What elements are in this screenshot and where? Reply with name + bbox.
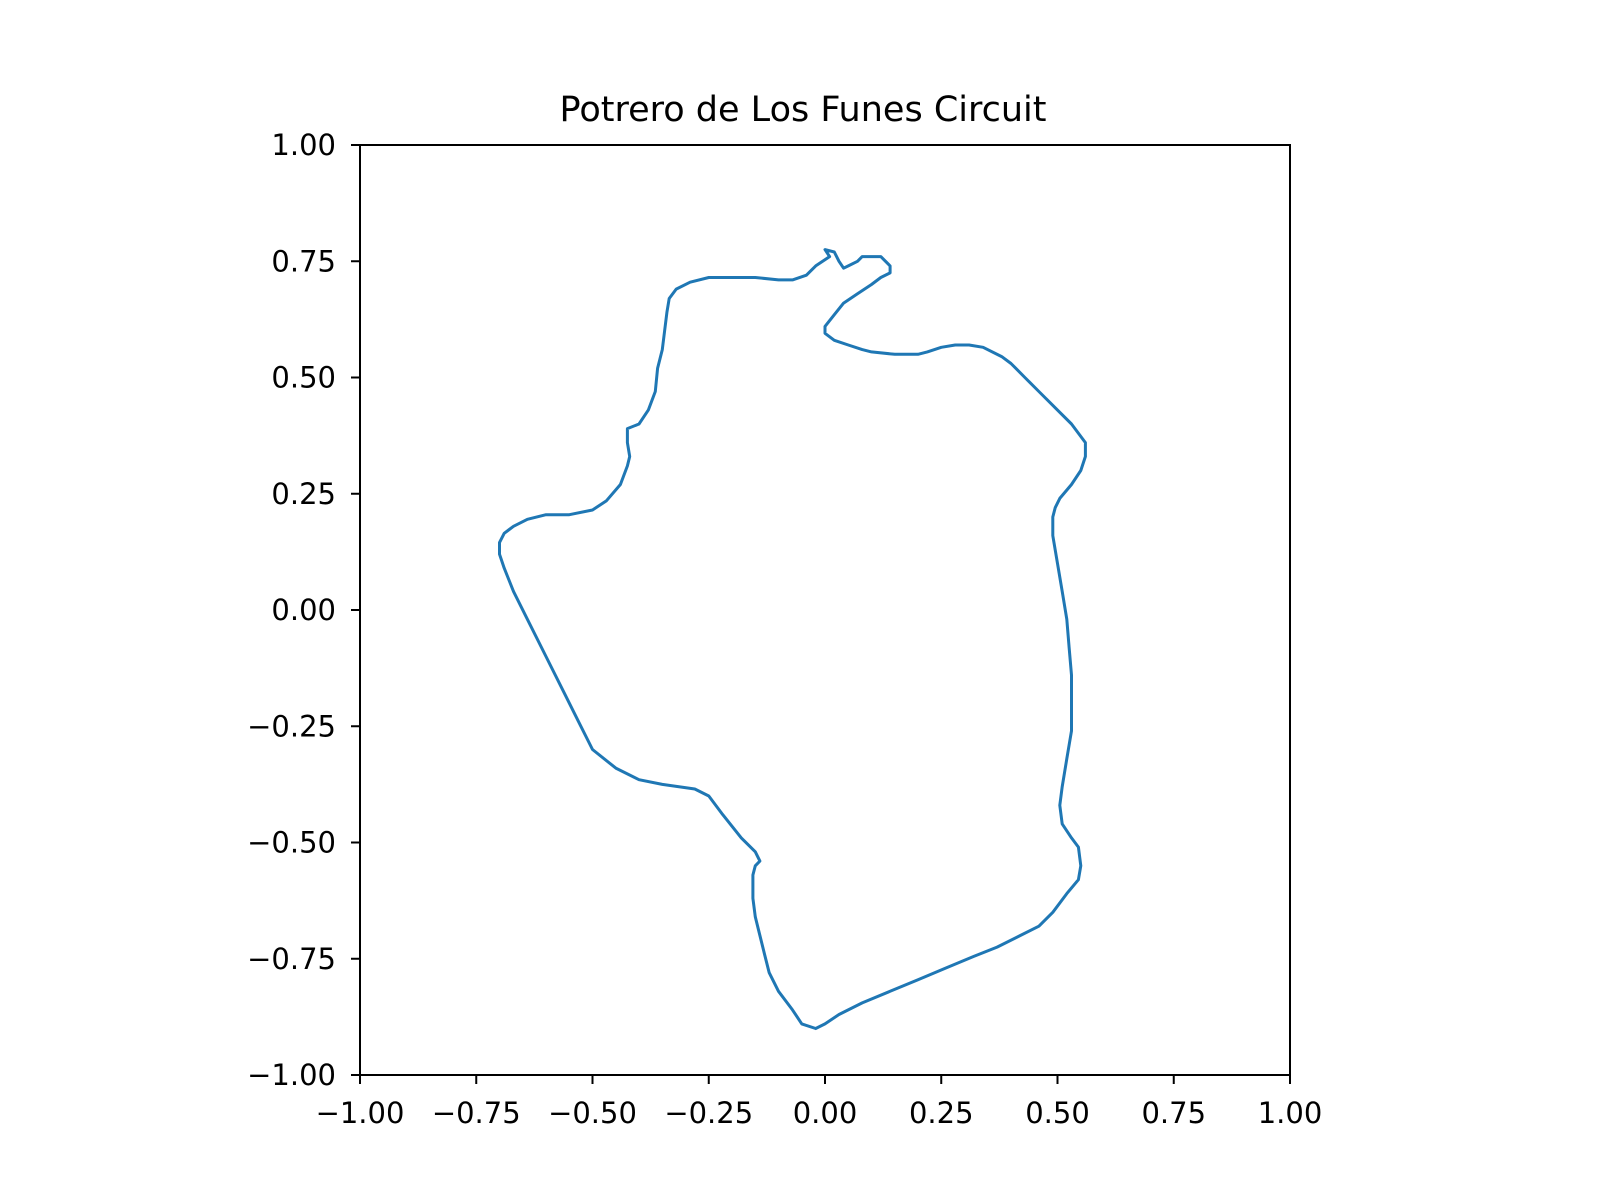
x-tick-label: −0.25 [664,1096,753,1130]
y-tick-label: −0.50 [247,826,336,860]
x-tick-label: 0.50 [1025,1096,1090,1130]
y-tick-label: −0.75 [247,942,336,976]
x-tick-label: 1.00 [1258,1096,1323,1130]
x-tick-label: 0.25 [909,1096,974,1130]
chart-title: Potrero de Los Funes Circuit [560,90,1047,130]
y-tick-label: 0.25 [271,477,336,511]
x-axis: −1.00 −0.75 −0.50 −0.25 0.00 0.25 0.50 0.75 1.00 [316,1075,1323,1130]
y-tick-label: 1.00 [271,128,336,162]
x-tick-label: −0.50 [548,1096,637,1130]
y-tick-label: 0.75 [271,244,336,278]
x-tick-label: 0.00 [793,1096,858,1130]
circuit-track-line [498,248,1087,1030]
y-tick-label: 0.50 [271,361,336,395]
x-tick-label: −1.00 [316,1096,405,1130]
x-tick-label: 0.75 [1141,1096,1206,1130]
y-tick-label: −1.00 [247,1058,336,1092]
y-axis: −1.00 −0.75 −0.50 −0.25 0.00 0.25 0.50 0.75 1.00 [247,128,360,1092]
y-tick-label: −0.25 [247,709,336,743]
y-tick-label: 0.00 [271,593,336,627]
x-tick-label: −0.75 [432,1096,521,1130]
